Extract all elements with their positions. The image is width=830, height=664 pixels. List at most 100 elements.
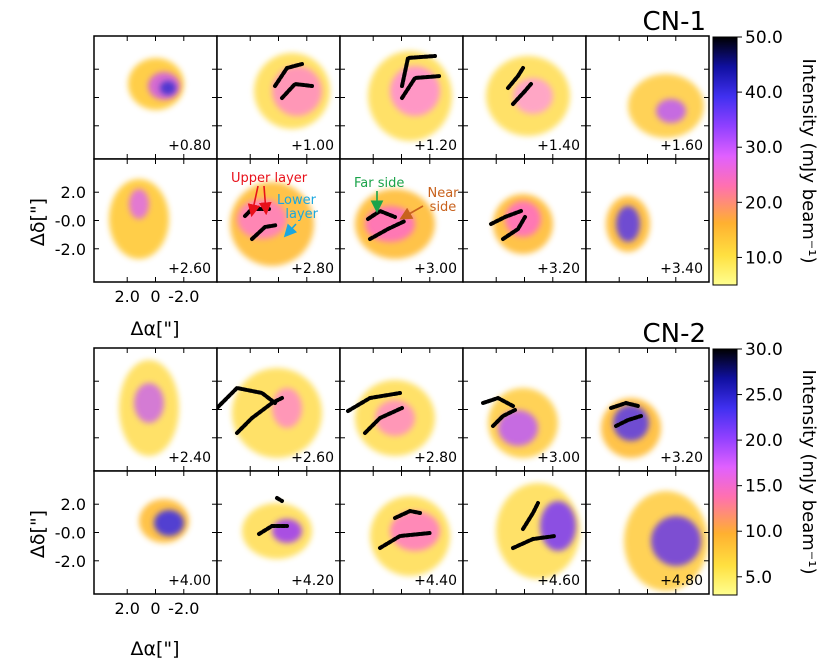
channel-panel-cn1-0: +0.80 [93, 35, 218, 160]
cn1-colorbar-gradient [712, 36, 738, 286]
near-side-line-1: Near [427, 186, 459, 201]
channel-panel-cn1-1: +1.00 [216, 35, 341, 160]
emission-blob [272, 519, 302, 543]
emission-blob [134, 383, 164, 423]
annotation-near-side: Near side [427, 186, 459, 215]
emission-blob [154, 510, 184, 536]
velocity-label: +3.20 [660, 450, 703, 466]
panel-grid: +0.80 +1.00 +1.20 +1.40 +1.60 +2.60 +2.80 +3.00… [55, 35, 710, 618]
layer-trace [491, 408, 517, 428]
cn1-title: CN-1 [642, 7, 706, 37]
colorbar-tick-label: 10.0 [745, 522, 783, 542]
y-tick-label: -0.0 [55, 524, 86, 543]
emission-blob [616, 206, 640, 242]
channel-panel-cn1-9: +3.40 [585, 158, 710, 283]
velocity-label: +4.00 [168, 573, 211, 589]
velocity-label: +2.60 [168, 261, 211, 277]
velocity-label: +0.80 [168, 138, 211, 154]
emission-blob [651, 516, 701, 566]
channel-panel-cn2-5: +4.00 [93, 470, 218, 595]
channel-panel-cn2-9: +4.80 [585, 470, 710, 595]
layer-trace [378, 531, 432, 550]
near-side-line-2: side [430, 200, 457, 215]
layer-trace [400, 74, 442, 100]
layer-trace [257, 524, 289, 536]
annotation-upper-layer: Upper layer [231, 171, 308, 186]
annotation-lower-layer: Lower layer [277, 193, 319, 222]
arrow-lower-layer [283, 223, 298, 238]
layer-trace [217, 385, 277, 410]
y-tick-label: -0.0 [55, 212, 86, 231]
layer-trace [393, 508, 422, 520]
velocity-label: +3.00 [414, 261, 457, 277]
emission-blob [613, 405, 649, 441]
cn1-xlabel: Δα["] [130, 318, 179, 340]
velocity-label: +3.20 [537, 261, 580, 277]
layer-trace [511, 82, 533, 106]
layer-trace [481, 395, 515, 408]
emission-blob [375, 400, 415, 436]
cn2-ylabel: Δδ["] [27, 510, 49, 558]
emission-blob [160, 81, 176, 95]
colorbar-tick-label: 5.0 [745, 568, 772, 588]
layer-trace [363, 406, 404, 435]
layer-trace [235, 396, 284, 435]
velocity-label: +2.60 [291, 450, 334, 466]
colorbar-tick-label: 30.0 [745, 340, 783, 360]
layer-trace [511, 534, 557, 550]
velocity-label: +1.00 [291, 138, 334, 154]
channel-panel-cn1-4: +1.60 [585, 35, 710, 160]
channel-panel-cn2-2: +2.80 [339, 347, 464, 472]
colorbar-tick-label: 20.0 [745, 193, 783, 213]
cn2-tick-labels: 2.0 -0.0 -2.0 2.0 0 -2.0 [55, 495, 200, 618]
channel-panel-cn1-3: +1.40 [462, 35, 587, 160]
channel-panel-cn1-5: +2.60 [93, 158, 218, 283]
x-tick-label: 2.0 [114, 287, 139, 306]
emission-blob [498, 410, 538, 446]
emission-blob [540, 501, 576, 551]
velocity-label: +3.00 [537, 450, 580, 466]
cn1-colorbar: 50.0 40.0 30.0 20.0 10.0 Intensity (mJy beam… [712, 28, 819, 286]
cn2-xlabel: Δα["] [130, 638, 179, 660]
lower-layer-line-1: Lower [277, 193, 317, 208]
cn2-colorbar-gradient [712, 348, 738, 596]
velocity-label: +1.20 [414, 138, 457, 154]
arrow-upper-layer-2 [258, 185, 272, 216]
colorbar-tick-label: 10.0 [745, 248, 783, 268]
layer-trace [501, 215, 527, 241]
y-tick-label: 2.0 [61, 183, 86, 202]
channel-panel-cn2-7: +4.40 [339, 470, 464, 595]
colorbar-tick-label: 15.0 [745, 477, 783, 497]
velocity-label: +2.80 [414, 450, 457, 466]
x-tick-label: 0 [150, 287, 160, 306]
annotation-far-side: Far side [354, 176, 404, 191]
channel-panel-cn2-1: +2.60 [216, 347, 341, 472]
cn2-colorbar-label: Intensity (mJy beam⁻¹) [798, 369, 819, 574]
channel-panel-cn2-4: +3.20 [585, 347, 710, 472]
layer-trace [280, 81, 314, 100]
layer-trace [489, 209, 523, 226]
emission-blob [129, 189, 149, 219]
annotations: Upper layer Lower layer Far side Near side [231, 171, 459, 238]
emission-blob [390, 511, 440, 551]
velocity-label: +4.20 [291, 573, 334, 589]
x-tick-label: 0 [150, 599, 160, 618]
channel-panel-cn1-8: +3.20 [462, 158, 587, 283]
emission-blob [390, 66, 440, 116]
velocity-label: +3.40 [660, 261, 703, 277]
colorbar-tick-label: 20.0 [745, 431, 783, 451]
y-tick-label: -2.0 [55, 552, 86, 571]
channel-panel-cn1-2: +1.20 [339, 35, 464, 160]
x-tick-label: -2.0 [168, 287, 199, 306]
layer-trace [368, 219, 407, 241]
velocity-label: +4.80 [660, 573, 703, 589]
layer-trace [609, 400, 640, 410]
colorbar-tick-label: 25.0 [745, 386, 783, 406]
velocity-label: +4.40 [414, 573, 457, 589]
velocity-label: +2.40 [168, 450, 211, 466]
lower-layer-line-2: layer [285, 207, 318, 222]
y-tick-label: 2.0 [61, 495, 86, 514]
emission-blob [272, 388, 302, 428]
layer-trace [400, 54, 437, 88]
y-tick-label: -2.0 [55, 240, 86, 259]
